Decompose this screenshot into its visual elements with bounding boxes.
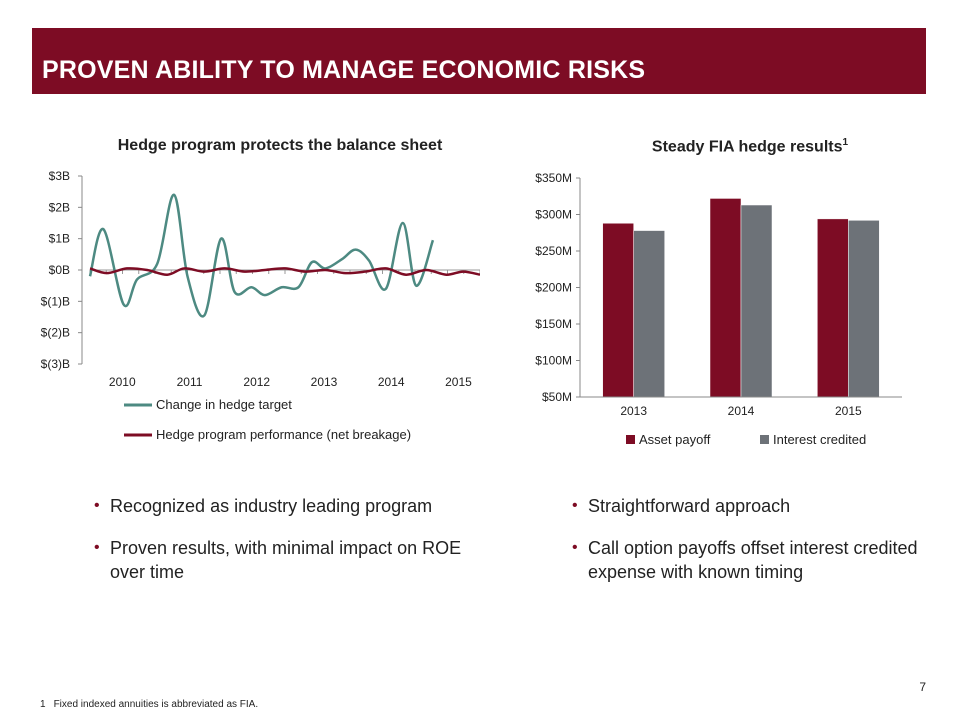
bullet-item: • Proven results, with minimal impact on … — [92, 536, 472, 584]
bullets-right: • Straightforward approach • Call option p… — [570, 494, 920, 602]
bar-chart-x-axis: 2013 2014 2015 — [580, 396, 902, 418]
bar-interest-credited — [848, 220, 880, 398]
bar-chart-y-axis: $350M $300M $250M $200M $150M $100M $50M — [535, 171, 581, 404]
footnote: 1 Fixed indexed annuities is abbreviated … — [40, 699, 258, 710]
y-tick-label: $150M — [535, 317, 572, 331]
bullet-item: • Call option payoffs offset interest cre… — [570, 536, 920, 584]
x-tick-label: 2010 — [109, 375, 136, 389]
y-tick-label: $0B — [49, 263, 70, 277]
bar-asset-payoff — [817, 218, 849, 398]
bullet-icon: • — [94, 539, 100, 556]
x-tick-label: 2011 — [177, 375, 203, 389]
y-tick-label: $(2)B — [41, 326, 70, 340]
series-line-hedge-target — [88, 193, 435, 318]
y-tick-label: $(1)B — [41, 294, 70, 308]
legend-label: Asset payoff — [639, 432, 711, 447]
line-chart-legend: Change in hedge target Hedge program perf… — [124, 397, 411, 442]
x-tick-label: 2012 — [243, 375, 270, 389]
y-tick-label: $50M — [542, 390, 572, 404]
series-line-hedge-performance — [89, 267, 480, 276]
bullet-icon: • — [572, 539, 578, 556]
legend-label: Change in hedge target — [156, 397, 292, 412]
right-chart-title: Steady FIA hedge results1 — [580, 137, 920, 156]
y-tick-label: $100M — [535, 354, 572, 368]
footnote-mark: 1 — [40, 699, 46, 710]
page-title: PROVEN ABILITY TO MANAGE ECONOMIC RISKS — [42, 56, 646, 84]
x-tick-label: 2015 — [445, 375, 472, 389]
bar-asset-payoff — [602, 223, 634, 398]
x-tick-label: 2015 — [835, 404, 862, 418]
bar-interest-credited — [633, 230, 665, 398]
line-chart-y-axis: $3B $2B $1B $0B $(1)B $(2)B $(3)B — [41, 169, 83, 371]
y-tick-label: $350M — [535, 171, 572, 185]
y-tick-label: $200M — [535, 281, 572, 295]
bullet-text: Proven results, with minimal impact on R… — [110, 538, 462, 582]
footnote-text: Fixed indexed annuities is abbreviated a… — [53, 699, 259, 710]
bar-chart: $350M$300M$250M$200M$150M$100M$50M 2013 2… — [535, 171, 902, 447]
line-chart-x-axis: 2010 2011 2012 2013 2014 2015 — [89, 269, 480, 389]
title-bar: PROVEN ABILITY TO MANAGE ECONOMIC RISKS — [32, 28, 926, 94]
y-tick-label: $(3)B — [41, 357, 70, 371]
legend-label: Hedge program performance (net breakage) — [156, 427, 411, 442]
y-tick-label: $250M — [535, 244, 572, 258]
legend-swatch — [760, 435, 769, 444]
bullets-left: • Recognized as industry leading program … — [92, 494, 472, 602]
legend-label: Interest credited — [773, 432, 866, 447]
bar-asset-payoff — [709, 198, 742, 398]
x-tick-label: 2014 — [378, 375, 405, 389]
x-tick-label: 2013 — [620, 404, 647, 418]
x-tick-label: 2013 — [311, 375, 338, 389]
y-tick-label: $1B — [49, 232, 70, 246]
y-tick-label: $3B — [49, 169, 70, 183]
page-number: 7 — [919, 680, 926, 694]
right-chart-title-text: Steady FIA hedge results — [651, 138, 843, 156]
x-tick-label: 2014 — [728, 404, 755, 418]
bullet-item: • Straightforward approach — [570, 494, 920, 518]
bar-chart-bars — [602, 198, 880, 398]
bullet-icon: • — [94, 497, 100, 514]
bullet-text: Recognized as industry leading program — [110, 496, 433, 516]
line-chart-series — [88, 193, 480, 318]
bullet-icon: • — [572, 497, 578, 514]
bar-chart-legend: Asset payoff Interest credited — [626, 432, 866, 447]
bar-interest-credited — [740, 204, 773, 398]
line-chart: $3B $2B $1B $0B $(1)B $(2)B $(3)B 2010 2011 2012… — [41, 169, 480, 442]
left-chart-title: Hedge program protects the balance sheet — [117, 137, 443, 154]
bullet-text: Straightforward approach — [588, 496, 791, 516]
bullet-text: Call option payoffs offset interest cred… — [588, 538, 918, 582]
bullet-item: • Recognized as industry leading program — [92, 494, 472, 518]
legend-swatch — [626, 435, 635, 444]
footnote-superscript: 1 — [842, 137, 849, 148]
y-tick-label: $2B — [49, 200, 70, 214]
y-tick-label: $300M — [535, 208, 572, 222]
